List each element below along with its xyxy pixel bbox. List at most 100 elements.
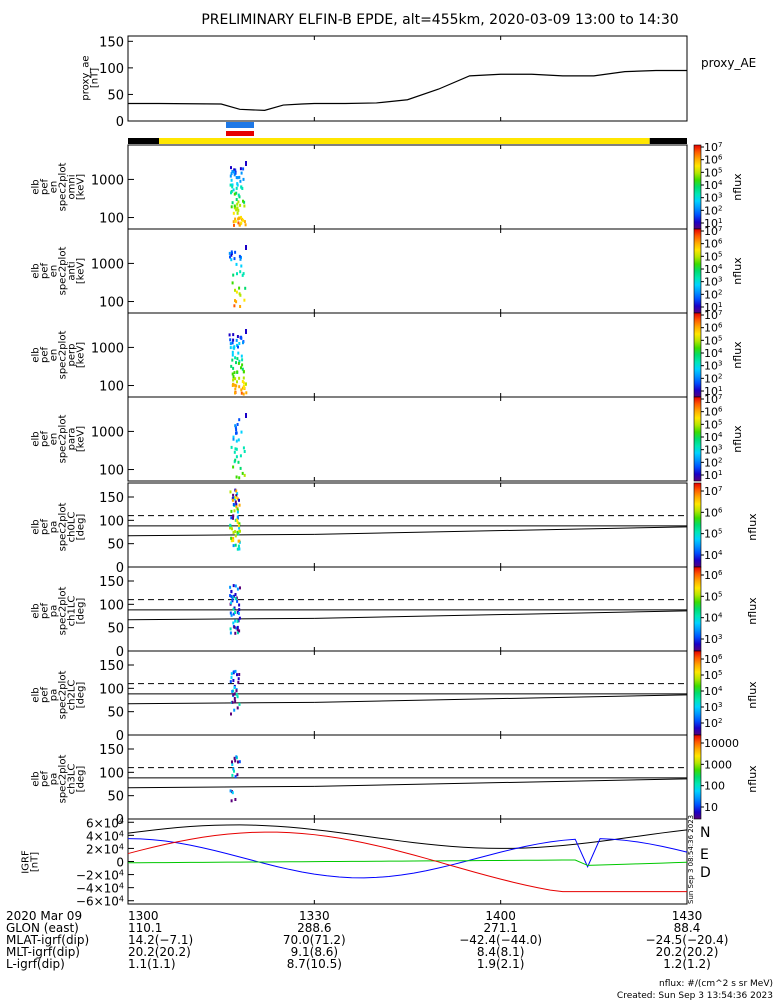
spec-ylabel-perp-line: pef xyxy=(40,347,51,364)
colorbar-tick-label: 107 xyxy=(704,485,722,498)
pa-ylabel-ch2LC-line: ch2LC xyxy=(67,680,78,711)
pitch-angle-cell xyxy=(231,498,234,502)
pa-ylabel-ch3LC-line: spec2plot xyxy=(58,755,69,804)
spectrogram-cell xyxy=(239,305,242,308)
igrf-legend-E: E xyxy=(700,847,709,863)
spectrogram-cell xyxy=(232,435,235,439)
spectrogram-cell xyxy=(237,221,240,225)
spectrogram-cell xyxy=(238,292,241,296)
pitch-angle-cell xyxy=(229,585,232,589)
spectrogram-cell xyxy=(230,445,233,449)
spectrogram-cell xyxy=(232,338,235,342)
pa-ytick-label: 150 xyxy=(99,743,124,758)
colorbar-tick-label: 105 xyxy=(704,528,722,541)
spec-ylabel-anti-line: anti xyxy=(67,261,78,280)
colorbar-tick-label: 101 xyxy=(704,217,722,230)
footer-units: nflux: #/(cm^2 s sr MeV) xyxy=(659,979,773,989)
pa-ylabel-ch0LC-line: spec2plot xyxy=(58,503,69,552)
spectrogram-cell xyxy=(235,208,238,212)
spectrogram-cell xyxy=(232,465,235,469)
spectrogram-cell xyxy=(238,385,241,389)
colorbar-tick-label: 104 xyxy=(704,685,723,698)
pitch-angle-cell xyxy=(238,503,241,507)
colorbar-tick-label: 103 xyxy=(704,360,722,373)
spec-ytick-label: 100 xyxy=(99,296,124,311)
spec-ylabel-omni-line: pef xyxy=(40,179,51,196)
igrf-legend-N: N xyxy=(700,825,710,841)
spectrogram-cell xyxy=(242,199,244,203)
igrf-series-D xyxy=(127,831,687,893)
spec-ytick-label: 100 xyxy=(99,380,124,395)
ae-ytick-label: 0 xyxy=(116,115,124,130)
spectrogram-cell xyxy=(235,384,238,388)
spec-ylabel-omni-line: omni xyxy=(67,175,78,200)
spectrogram-cell xyxy=(235,439,238,443)
spectrogram-cell xyxy=(235,475,238,479)
spectrogram-cell xyxy=(231,353,234,357)
pa-ytick-label: 0 xyxy=(116,645,124,660)
spectrogram-cell xyxy=(236,272,238,276)
pa-ylabel-ch2LC-line: spec2plot xyxy=(58,671,69,720)
ephemeris-row-label: L-igrf(dip) xyxy=(6,957,65,971)
spectrogram-cell xyxy=(234,383,237,387)
spectrogram-cell xyxy=(236,182,239,186)
loss-cone-line xyxy=(127,785,315,789)
spectrogram-cell xyxy=(245,391,248,395)
pitch-angle-cell xyxy=(238,547,241,551)
spectrogram-cell xyxy=(239,454,242,458)
spectrogram-cell xyxy=(231,384,234,387)
ephemeris-value: 271.1 xyxy=(483,921,517,935)
pa-ylabel-ch3LC-line: ch3LC xyxy=(67,764,78,795)
colorbar-tick-label: 101 xyxy=(704,469,722,482)
spectrogram-cell xyxy=(230,178,233,182)
spectrogram-cell xyxy=(241,471,244,475)
spectrogram-cell xyxy=(241,367,244,371)
spec-ylabel-anti-line: spec2plot xyxy=(58,247,69,296)
colorbar-ch2LC xyxy=(693,650,702,736)
colorbar-anti xyxy=(693,228,702,314)
spectrogram-cell xyxy=(240,264,243,268)
spectrogram-cell xyxy=(230,253,233,257)
spectrogram-cell xyxy=(230,364,233,368)
spectrogram-cell xyxy=(231,252,233,255)
pitch-angle-cell xyxy=(237,619,240,623)
spectrogram-cell xyxy=(235,361,237,365)
spec-ylabel-anti-line: [keV] xyxy=(76,258,87,284)
spectrogram-frame-omni xyxy=(127,144,688,230)
spectrogram-cell xyxy=(235,198,238,201)
colorbar-label: nflux xyxy=(746,681,759,709)
spectrogram-cell xyxy=(245,413,247,418)
pitch-angle-cell xyxy=(237,524,240,528)
colorbar-tick-label: 104 xyxy=(704,431,723,444)
ephemeris-value: 1.9(2.1) xyxy=(477,957,525,971)
spectrogram-cell xyxy=(239,270,242,274)
spectrogram-cell xyxy=(232,366,235,370)
pitch-angle-cell xyxy=(238,498,240,502)
pitch-angle-cell xyxy=(237,677,240,681)
colorbar-tick-label: 104 xyxy=(704,263,723,276)
pitch-angle-cell xyxy=(233,697,236,700)
pitch-angle-cell xyxy=(235,494,238,498)
spectrogram-cell xyxy=(244,223,247,227)
colorbar-label-text: nflux xyxy=(731,425,744,453)
pitch-angle-cell xyxy=(233,686,236,689)
spectrogram-cell xyxy=(243,200,246,204)
spec-ytick-label: 1000 xyxy=(91,173,124,188)
pitch-angle-cell xyxy=(232,503,235,506)
spectrogram-cell xyxy=(232,273,235,277)
pitch-angle-cell xyxy=(235,503,238,507)
pitch-angle-cell xyxy=(231,497,234,501)
pitch-angle-cell xyxy=(231,527,233,531)
pitch-angle-cell xyxy=(231,791,234,795)
colorbar-perp xyxy=(693,312,702,398)
spectrogram-cell xyxy=(232,333,235,337)
pa-ylabel-ch0LC-line: elb xyxy=(31,519,42,534)
ephemeris-row-label: MLAT-igrf(dip) xyxy=(6,933,89,947)
colorbar-tick-label: 103 xyxy=(704,276,722,289)
ae-series-label: proxy_AE xyxy=(701,56,756,70)
ephemeris-value: −42.4(−44.0) xyxy=(459,933,542,947)
pitch-angle-cell xyxy=(236,497,239,501)
igrf-ytick-label: 6×104 xyxy=(86,816,124,830)
pitch-angle-cell xyxy=(236,599,239,603)
